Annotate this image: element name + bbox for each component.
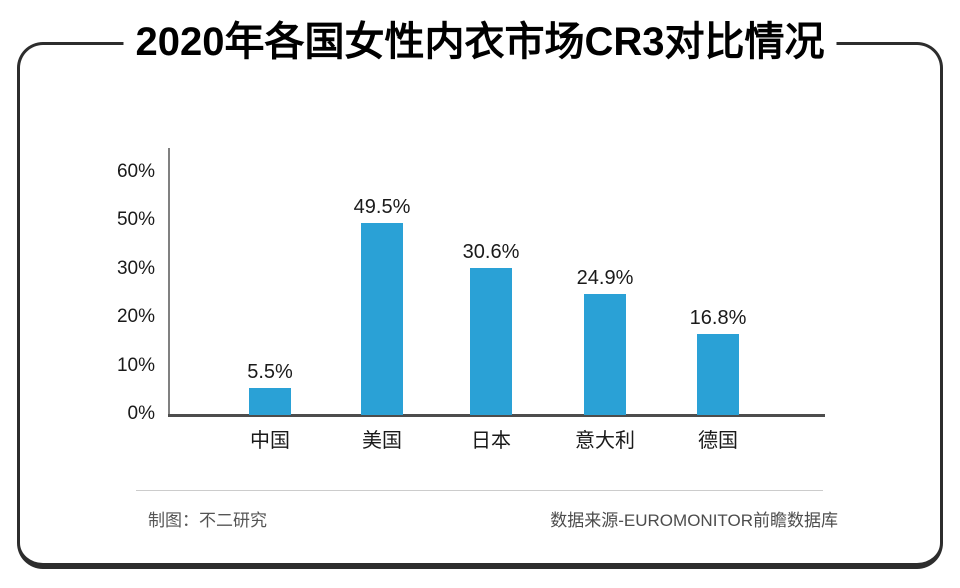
y-tick-label: 10%	[116, 354, 155, 376]
y-tick-label: 50%	[116, 209, 155, 231]
y-tick-label: 30%	[116, 257, 155, 279]
chart-card: 60% 50% 30% 20% 10% 0% 5.5% 49.5% 30.6% 24.9% 16.…	[17, 42, 943, 569]
category-label: 德国	[698, 430, 738, 452]
y-tick-label: 60%	[116, 161, 155, 182]
bar-德国	[697, 333, 739, 415]
y-tick-label: 0%	[127, 403, 155, 424]
bar-value-label: 16.8%	[689, 306, 747, 329]
x-axis-line	[168, 414, 825, 417]
footer-data-source: 数据来源-EUROMONITOR前瞻数据库	[550, 511, 838, 530]
category-label: 日本	[471, 430, 511, 452]
footer-divider	[136, 490, 823, 491]
bar-value-label: 24.9%	[576, 267, 634, 290]
bar-value-label: 30.6%	[462, 241, 520, 264]
footer-credit: 制图：不二研究	[148, 511, 267, 530]
bar-意大利	[584, 294, 626, 415]
category-label: 美国	[362, 430, 402, 452]
chart-title: 2020年各国女性内衣市场CR3对比情况	[123, 13, 837, 71]
bar-value-label: 49.5%	[353, 195, 411, 218]
category-label: 意大利	[575, 430, 635, 452]
y-axis-line	[168, 148, 170, 417]
bar-美国	[361, 222, 403, 415]
bar-value-label: 5.5%	[247, 361, 293, 384]
y-tick-label: 20%	[116, 306, 155, 328]
bar-中国	[249, 388, 291, 415]
category-label: 中国	[250, 430, 290, 452]
bar-日本	[470, 268, 512, 415]
